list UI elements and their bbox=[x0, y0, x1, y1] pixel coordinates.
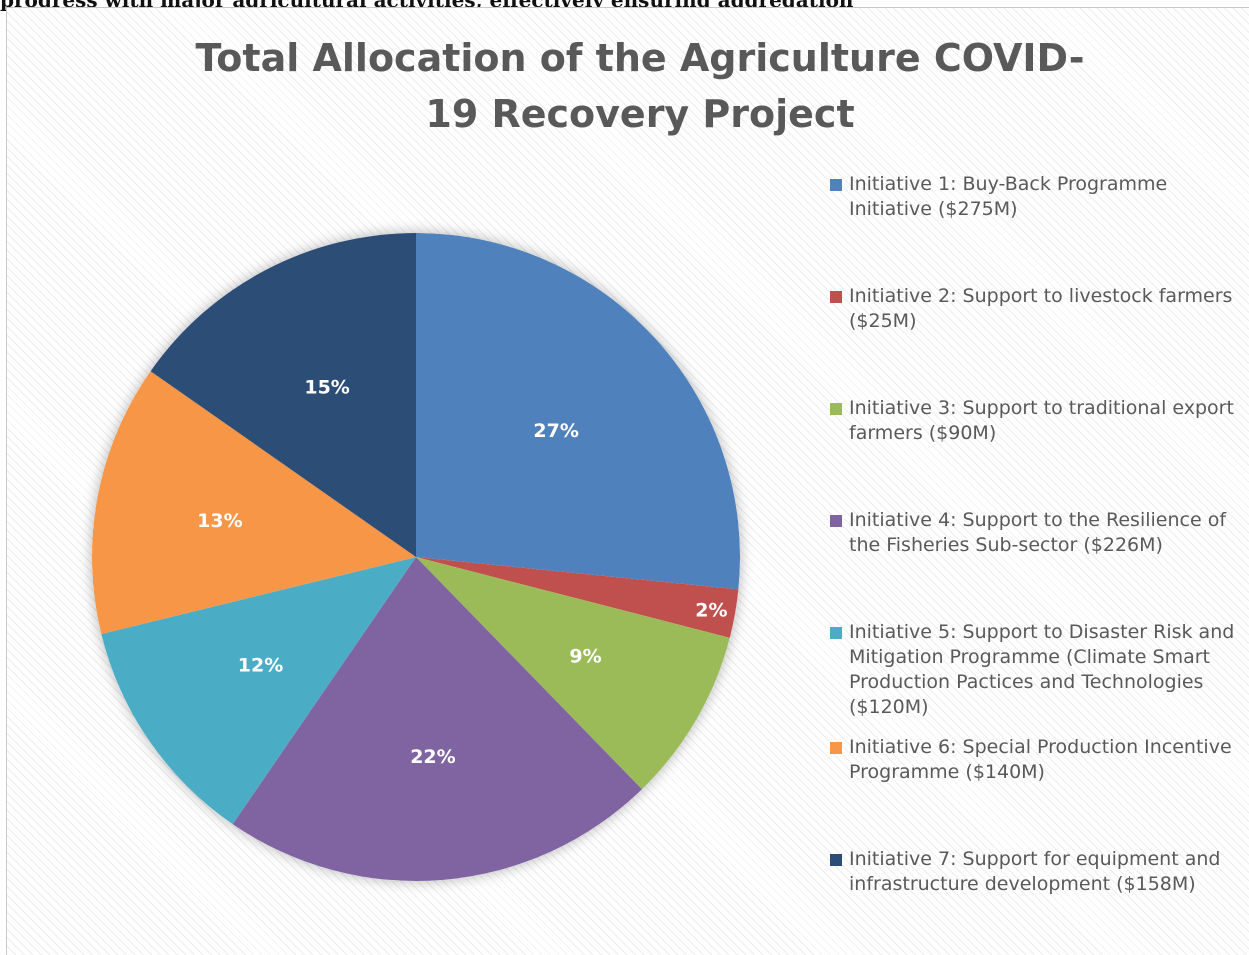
pie-slice-5 bbox=[101, 557, 416, 825]
legend-label-3: Initiative 3: Support to traditional exp… bbox=[849, 397, 1234, 444]
legend-item-4: Initiative 4: Support to the Resilience … bbox=[830, 508, 1240, 558]
chart-title: Total Allocation of the Agriculture COVI… bbox=[195, 36, 1085, 136]
data-label-1: 27% bbox=[533, 420, 578, 442]
pie-slice-2 bbox=[416, 557, 739, 638]
data-label-5: 12% bbox=[238, 654, 283, 676]
data-label-2: 2% bbox=[695, 600, 727, 622]
legend-item-1: Initiative 1: Buy-Back Programme Initiat… bbox=[830, 172, 1240, 222]
legend-swatch-1 bbox=[830, 179, 842, 191]
legend-label-5: Initiative 5: Support to Disaster Risk a… bbox=[849, 621, 1235, 718]
pie-slice-4 bbox=[232, 557, 642, 881]
legend-item-3: Initiative 3: Support to traditional exp… bbox=[830, 396, 1240, 446]
legend-label-6: Initiative 6: Special Production Incenti… bbox=[849, 736, 1232, 783]
legend-swatch-7 bbox=[830, 854, 842, 866]
pie-slice-7 bbox=[150, 233, 417, 557]
legend-swatch-3 bbox=[830, 403, 842, 415]
data-label-7: 15% bbox=[304, 376, 349, 398]
legend-swatch-2 bbox=[830, 291, 842, 303]
legend-swatch-6 bbox=[830, 742, 842, 754]
legend-item-6: Initiative 6: Special Production Incenti… bbox=[830, 735, 1240, 785]
legend-swatch-5 bbox=[830, 627, 842, 639]
legend-item-5: Initiative 5: Support to Disaster Risk a… bbox=[830, 620, 1240, 720]
legend-label-7: Initiative 7: Support for equipment and … bbox=[849, 848, 1221, 895]
legend-label-1: Initiative 1: Buy-Back Programme Initiat… bbox=[849, 173, 1168, 220]
pie-data-labels: 27% 2% 9% 22% 12% 13% 15% bbox=[197, 376, 727, 768]
document-text-line: progress with major agricultural activit… bbox=[0, 0, 1249, 11]
data-label-6: 13% bbox=[197, 510, 242, 532]
pie-slices bbox=[92, 233, 740, 881]
data-label-3: 9% bbox=[569, 645, 601, 667]
data-label-4: 22% bbox=[410, 746, 455, 768]
legend-item-2: Initiative 2: Support to livestock farme… bbox=[830, 284, 1240, 334]
pie-slice-6 bbox=[92, 371, 416, 635]
legend-label-4: Initiative 4: Support to the Resilience … bbox=[849, 509, 1227, 556]
legend-label-2: Initiative 2: Support to livestock farme… bbox=[849, 285, 1233, 332]
legend-swatch-4 bbox=[830, 515, 842, 527]
legend-item-7: Initiative 7: Support for equipment and … bbox=[830, 847, 1240, 897]
pie-slice-1 bbox=[416, 233, 740, 590]
pie-slice-3 bbox=[416, 557, 730, 790]
